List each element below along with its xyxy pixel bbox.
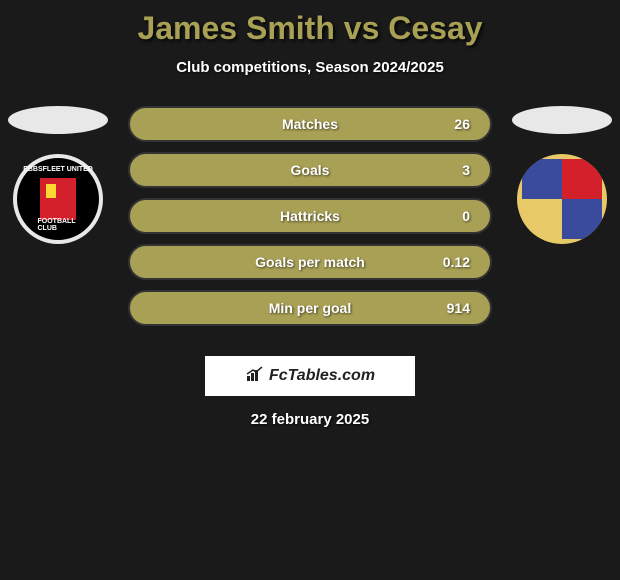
club-badge-left: EBBSFLEET UNITED FOOTBALL CLUB (13, 154, 103, 244)
stats-column: Matches 26 Goals 3 Hattricks 0 Goals per… (108, 106, 512, 336)
badge-left-text-top: EBBSFLEET UNITED (23, 166, 93, 173)
badge-left-text-bottom: FOOTBALL CLUB (38, 218, 79, 232)
stat-value: 0 (462, 208, 470, 224)
badge-left-shield (40, 178, 76, 220)
date: 22 february 2025 (0, 411, 620, 428)
stat-bar-hattricks: Hattricks 0 (128, 198, 492, 234)
stat-label: Goals (291, 162, 330, 178)
club-badge-right (517, 154, 607, 244)
stat-value: 26 (454, 116, 470, 132)
stat-value: 914 (447, 300, 470, 316)
stat-bar-min-per-goal: Min per goal 914 (128, 290, 492, 326)
stat-bar-goals: Goals 3 (128, 152, 492, 188)
badge-right-shield (522, 159, 602, 239)
stat-label: Min per goal (269, 300, 351, 316)
stat-bar-goals-per-match: Goals per match 0.12 (128, 244, 492, 280)
comparison-title: James Smith vs Cesay (0, 10, 620, 47)
brand-watermark: FcTables.com (205, 356, 415, 396)
player-left-column: EBBSFLEET UNITED FOOTBALL CLUB (8, 106, 108, 244)
player-left-placeholder (8, 106, 108, 134)
stat-label: Hattricks (280, 208, 340, 224)
brand-text: FcTables.com (269, 367, 375, 385)
stat-bar-matches: Matches 26 (128, 106, 492, 142)
content-area: EBBSFLEET UNITED FOOTBALL CLUB Matches 2… (0, 106, 620, 336)
stat-value: 0.12 (443, 254, 470, 270)
stat-value: 3 (462, 162, 470, 178)
stat-label: Matches (282, 116, 338, 132)
stat-label: Goals per match (255, 254, 365, 270)
player-right-column (512, 106, 612, 244)
chart-icon (245, 366, 265, 387)
subtitle: Club competitions, Season 2024/2025 (0, 59, 620, 76)
player-right-placeholder (512, 106, 612, 134)
